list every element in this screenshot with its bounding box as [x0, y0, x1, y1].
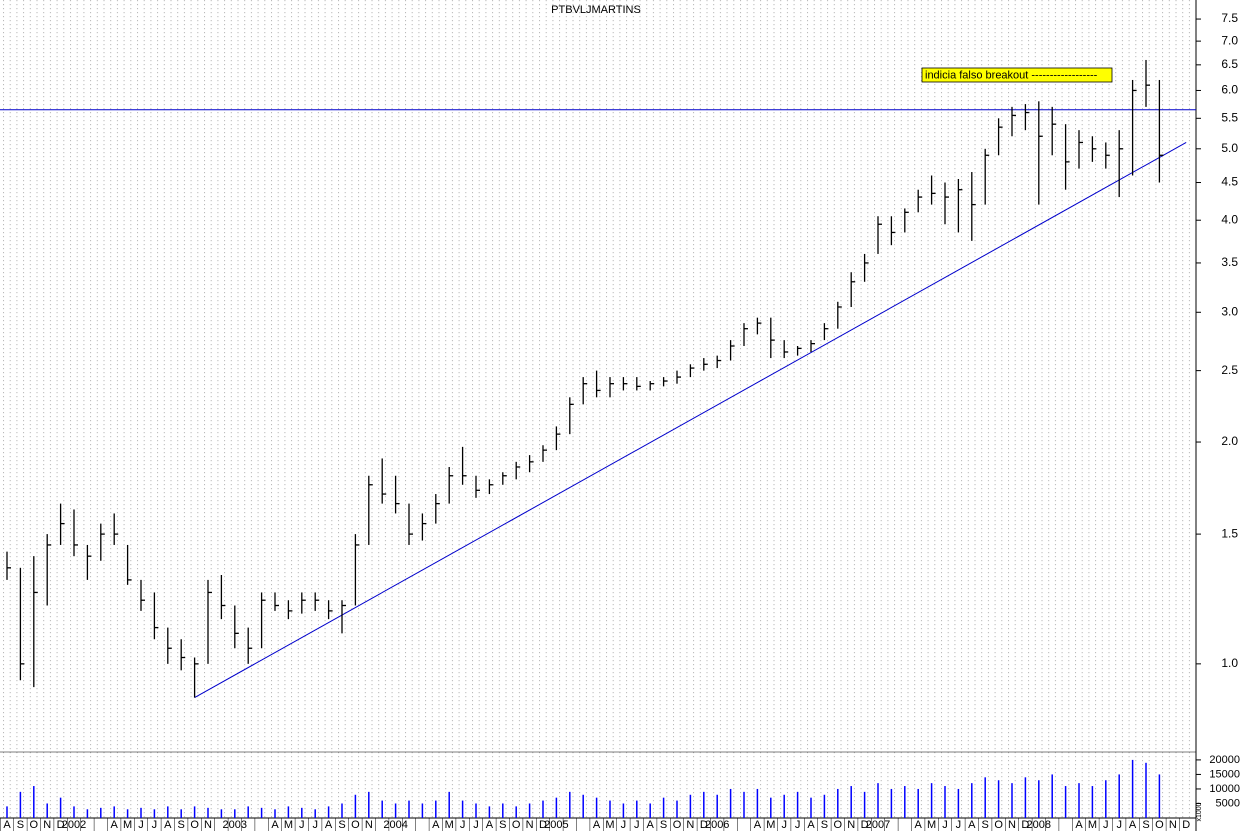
- x-tick-label: A: [1075, 819, 1083, 831]
- y-tick-label: 5.5: [1221, 110, 1238, 124]
- x-tick-label: S: [178, 819, 185, 831]
- x-tick-label: M: [927, 819, 936, 831]
- x-tick-label: 2004: [383, 819, 407, 831]
- x-tick-label: 2005: [544, 819, 568, 831]
- x-tick-label: J: [312, 819, 318, 831]
- x-tick-label: D: [1182, 819, 1190, 831]
- x-tick-label: N: [1008, 819, 1016, 831]
- x-tick-label: 2008: [1027, 819, 1051, 831]
- y-tick-label: 1.0: [1221, 656, 1238, 670]
- y-tick-label: 3.0: [1221, 304, 1238, 318]
- x-tick-label: J: [1103, 819, 1109, 831]
- x-tick-label: O: [190, 819, 199, 831]
- x-tick-label: N: [204, 819, 212, 831]
- y2-tick-label: 15000: [1209, 768, 1240, 780]
- x-tick-label: S: [821, 819, 828, 831]
- x-tick-label: A: [486, 819, 494, 831]
- x-tick-label: A: [432, 819, 440, 831]
- y-tick-label: 5.0: [1221, 141, 1238, 155]
- x-tick-label: O: [351, 819, 360, 831]
- x-tick-label: S: [1142, 819, 1149, 831]
- annotation-box: [921, 67, 1113, 83]
- x-tick-label: J: [634, 819, 640, 831]
- x-tick-label: M: [284, 819, 293, 831]
- x-tick-label: J: [781, 819, 787, 831]
- x-tick-label: M: [445, 819, 454, 831]
- x-tick-label: N: [43, 819, 51, 831]
- x-tick-label: 2002: [62, 819, 86, 831]
- x-tick-label: A: [3, 819, 11, 831]
- x-tick-label: S: [982, 819, 989, 831]
- y2-tick-label: 20000: [1209, 754, 1240, 766]
- x-tick-label: N: [365, 819, 373, 831]
- y-tick-label: 3.5: [1221, 255, 1238, 269]
- x-tick-label: S: [660, 819, 667, 831]
- x-tick-label: A: [915, 819, 923, 831]
- y-tick-label: 7.0: [1221, 33, 1238, 47]
- y-tick-label: 6.5: [1221, 57, 1238, 71]
- x-tick-label: 2006: [705, 819, 729, 831]
- x-tick-label: M: [123, 819, 132, 831]
- x-tick-label: J: [152, 819, 158, 831]
- x-tick-label: M: [766, 819, 775, 831]
- x-tick-label: D: [1021, 819, 1029, 831]
- x-tick-label: S: [499, 819, 506, 831]
- x-tick-label: A: [807, 819, 815, 831]
- annotation: indicia falso breakout -----------------…: [925, 69, 1098, 81]
- x-tick-label: J: [138, 819, 144, 831]
- y-tick-label: 1.5: [1221, 526, 1238, 540]
- x-tick-label: A: [111, 819, 119, 831]
- x-tick-label: M: [1088, 819, 1097, 831]
- x-tick-label: J: [473, 819, 479, 831]
- x-tick-label: J: [621, 819, 627, 831]
- x-tick-label: S: [17, 819, 24, 831]
- x-tick-label: 2003: [223, 819, 247, 831]
- y2-unit: x1000: [1196, 802, 1203, 821]
- x-tick-label: A: [593, 819, 601, 831]
- y-tick-label: 7.5: [1221, 11, 1238, 25]
- x-tick-label: A: [968, 819, 976, 831]
- trend-line: [194, 142, 1187, 699]
- x-tick-label: A: [325, 819, 333, 831]
- x-tick-label: O: [30, 819, 39, 831]
- x-tick-label: D: [700, 819, 708, 831]
- x-tick-label: N: [686, 819, 694, 831]
- x-tick-label: O: [673, 819, 682, 831]
- y-tick-label: 6.0: [1221, 83, 1238, 97]
- x-tick-label: J: [942, 819, 948, 831]
- x-tick-label: S: [338, 819, 345, 831]
- y-tick-label: 4.5: [1221, 175, 1238, 189]
- x-tick-label: O: [994, 819, 1003, 831]
- plot-background: [0, 0, 1196, 818]
- x-tick-label: J: [299, 819, 305, 831]
- y2-tick-label: 5000: [1216, 797, 1240, 809]
- y-tick-label: 2.5: [1221, 363, 1238, 377]
- x-tick-label: N: [1169, 819, 1177, 831]
- x-tick-label: A: [164, 819, 172, 831]
- x-tick-label: N: [526, 819, 534, 831]
- x-tick-label: J: [1116, 819, 1122, 831]
- chart-title: PTBVLJMARTINS: [551, 4, 641, 16]
- x-tick-label: D: [57, 819, 65, 831]
- x-tick-label: N: [847, 819, 855, 831]
- x-tick-label: J: [956, 819, 962, 831]
- x-tick-label: A: [754, 819, 762, 831]
- x-tick-label: A: [647, 819, 655, 831]
- x-tick-label: O: [1155, 819, 1164, 831]
- x-tick-label: A: [1129, 819, 1137, 831]
- x-tick-label: J: [460, 819, 466, 831]
- y-tick-label: 4.0: [1221, 212, 1238, 226]
- x-tick-label: 2007: [866, 819, 890, 831]
- x-tick-label: J: [795, 819, 801, 831]
- x-tick-label: O: [512, 819, 521, 831]
- x-tick-label: D: [539, 819, 547, 831]
- y-tick-label: 2.0: [1221, 434, 1238, 448]
- x-tick-label: M: [605, 819, 614, 831]
- x-tick-label: O: [834, 819, 843, 831]
- y2-tick-label: 10000: [1209, 783, 1240, 795]
- x-tick-label: A: [271, 819, 279, 831]
- x-tick-label: D: [861, 819, 869, 831]
